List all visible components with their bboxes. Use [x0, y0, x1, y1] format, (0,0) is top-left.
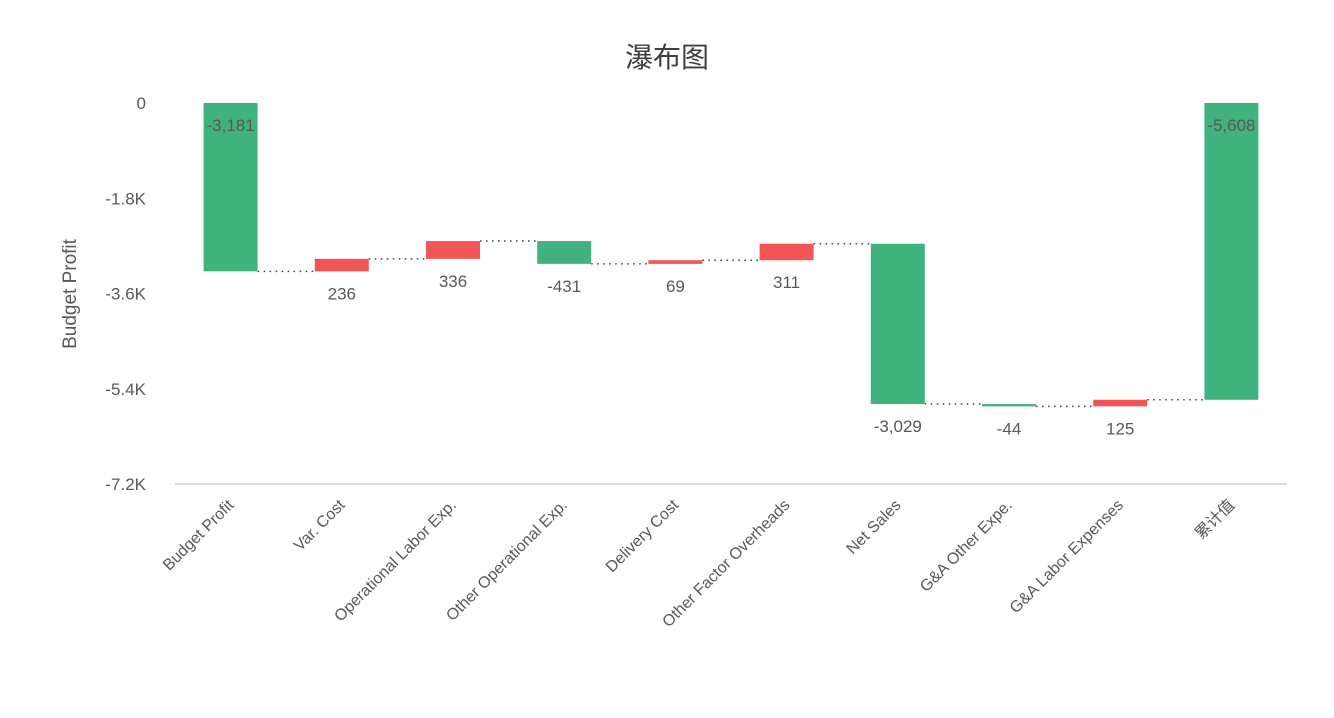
y-tick-label: -7.2K — [105, 475, 146, 494]
data-label: -44 — [997, 419, 1022, 438]
y-axis: 0 -1.8K -3.6K -5.4K -7.2K — [105, 94, 146, 494]
data-label: 236 — [328, 284, 356, 303]
bar-1[interactable] — [314, 258, 369, 272]
connector-lines — [257, 240, 1205, 408]
x-category-label: G&A Other Expe. — [917, 497, 1016, 596]
data-label: -3,181 — [206, 116, 254, 135]
y-tick-label: -1.8K — [105, 189, 146, 208]
x-category-label: Var. Cost — [291, 496, 349, 554]
bar-5[interactable] — [759, 243, 814, 261]
bar-6[interactable] — [870, 243, 925, 405]
y-tick-label: -3.6K — [105, 285, 146, 304]
data-label: 336 — [439, 272, 467, 291]
x-category-label: Budget Profit — [160, 496, 238, 574]
chart-title: 瀑布图 — [624, 41, 709, 74]
x-category-label: Delivery Cost — [603, 496, 683, 576]
data-label: -431 — [547, 277, 581, 296]
data-label: -3,029 — [874, 417, 922, 436]
bar-0[interactable] — [203, 103, 258, 272]
x-category-label: Net Sales — [844, 497, 905, 558]
x-category-label: Other Operational Exp. — [443, 497, 571, 625]
bars — [203, 103, 1259, 407]
x-category-label: Other Factor Overheads — [659, 497, 793, 631]
bar-7[interactable] — [982, 404, 1036, 407]
bar-3[interactable] — [537, 241, 592, 264]
data-label: -5,608 — [1207, 116, 1255, 135]
data-label: 125 — [1106, 419, 1134, 438]
data-label: 311 — [773, 273, 800, 292]
x-category-label: G&A Labor Expenses — [1007, 497, 1127, 617]
y-tick-label: -5.4K — [105, 380, 146, 399]
bar-8[interactable] — [1093, 399, 1148, 407]
bar-4[interactable] — [648, 260, 703, 264]
bar-9[interactable] — [1204, 103, 1259, 400]
data-labels: -3,181 236 336 -431 69 311 -3,029 -44 125 -5,608 — [206, 116, 1255, 438]
x-category-label: Operational Labor Exp. — [331, 497, 459, 625]
y-tick-label: 0 — [137, 94, 146, 113]
y-axis-title: Budget Profit — [60, 238, 81, 349]
x-category-label: 累计值 — [1192, 496, 1239, 543]
bar-2[interactable] — [426, 241, 480, 259]
data-label: 69 — [666, 277, 685, 296]
